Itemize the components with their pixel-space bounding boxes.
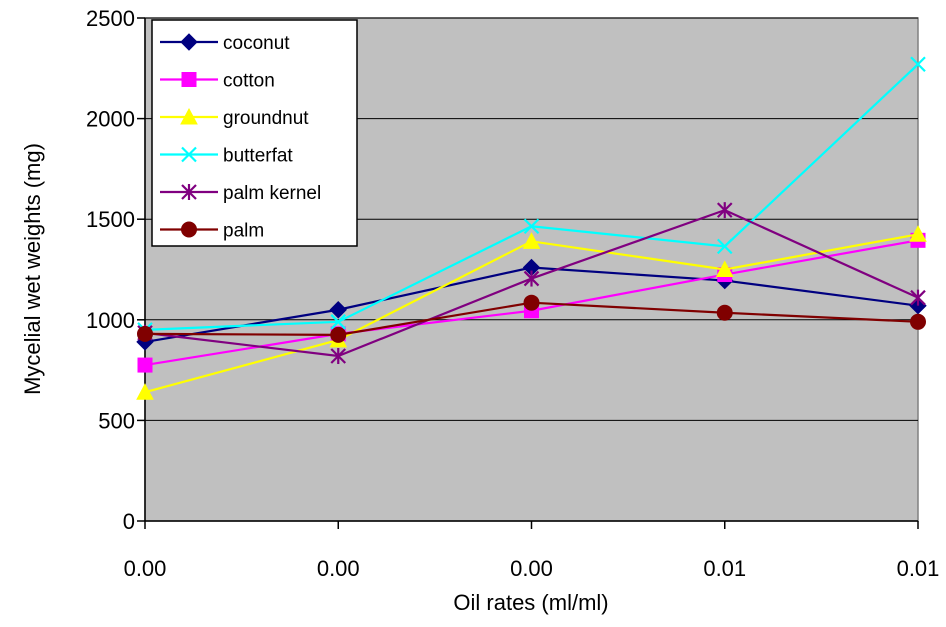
- series-layer: [136, 56, 927, 400]
- legend-label: coconut: [223, 33, 290, 54]
- point-marker: [909, 225, 927, 242]
- point-marker: [523, 270, 540, 287]
- series-butterfat: [137, 56, 926, 338]
- legend-box: [151, 19, 358, 247]
- point-marker: [523, 294, 540, 311]
- legend-entry: palm kernel: [160, 183, 321, 204]
- point-marker: [330, 326, 347, 343]
- legend: coconut cotton groundnut butterfat palm kern…: [151, 19, 358, 247]
- point-marker: [522, 232, 541, 249]
- point-marker: [181, 221, 197, 238]
- legend-label: palm: [223, 221, 264, 242]
- legend-label: cotton: [223, 71, 275, 92]
- point-marker: [716, 202, 733, 219]
- x-tick-label: 0.00: [317, 556, 360, 581]
- y-axis-title: Mycelial wet weights (mg): [20, 143, 45, 395]
- x-tick-label: 0.01: [897, 556, 940, 581]
- x-tick-label: 0.01: [703, 556, 746, 581]
- legend-entry: palm: [160, 221, 264, 242]
- legend-label: palm kernel: [223, 183, 321, 204]
- y-tick-label: 500: [98, 408, 135, 433]
- y-tick-label: 2500: [86, 6, 135, 31]
- y-tick-label: 1000: [86, 308, 135, 333]
- legend-label: groundnut: [223, 108, 309, 129]
- point-marker: [181, 72, 197, 87]
- point-marker: [910, 289, 926, 306]
- point-marker: [523, 218, 540, 235]
- point-marker: [329, 301, 347, 319]
- point-marker: [910, 313, 926, 330]
- point-marker: [330, 348, 347, 365]
- point-marker: [180, 107, 198, 125]
- marker-stroke: [330, 314, 347, 330]
- y-axis-ticks: 0 500 1000 1500 2000 2500: [86, 6, 145, 534]
- point-marker: [137, 325, 153, 342]
- series-groundnut: [136, 225, 927, 400]
- y-tick-label: 2000: [86, 107, 135, 132]
- marker-stroke: [910, 56, 926, 73]
- x-tick-label: 0.00: [510, 556, 553, 581]
- point-marker: [715, 260, 734, 277]
- legend-label: butterfat: [223, 146, 293, 167]
- marker-stroke: [181, 146, 197, 163]
- point-marker: [136, 383, 154, 400]
- marker-stroke: [523, 218, 540, 235]
- series-palm: [137, 294, 926, 343]
- point-marker: [181, 146, 197, 163]
- y-tick-label: 0: [123, 509, 135, 534]
- point-marker: [330, 314, 347, 330]
- x-axis-ticks: 0.00 0.00 0.00 0.01 0.01: [124, 521, 940, 581]
- marker-stroke: [716, 238, 733, 255]
- point-marker: [716, 304, 733, 321]
- point-marker: [910, 56, 926, 73]
- legend-entry: coconut: [160, 33, 290, 54]
- legend-entry: butterfat: [160, 146, 293, 167]
- legend-entry: cotton: [160, 71, 275, 92]
- x-axis-title: Oil rates (ml/ml): [453, 590, 608, 615]
- point-marker: [137, 357, 153, 373]
- y-tick-label: 1500: [86, 207, 135, 232]
- legend-entry: groundnut: [160, 107, 309, 129]
- point-marker: [180, 33, 198, 51]
- point-marker: [716, 238, 733, 255]
- series-coconut: [136, 258, 927, 351]
- point-marker: [181, 184, 197, 200]
- x-tick-label: 0.00: [124, 556, 167, 581]
